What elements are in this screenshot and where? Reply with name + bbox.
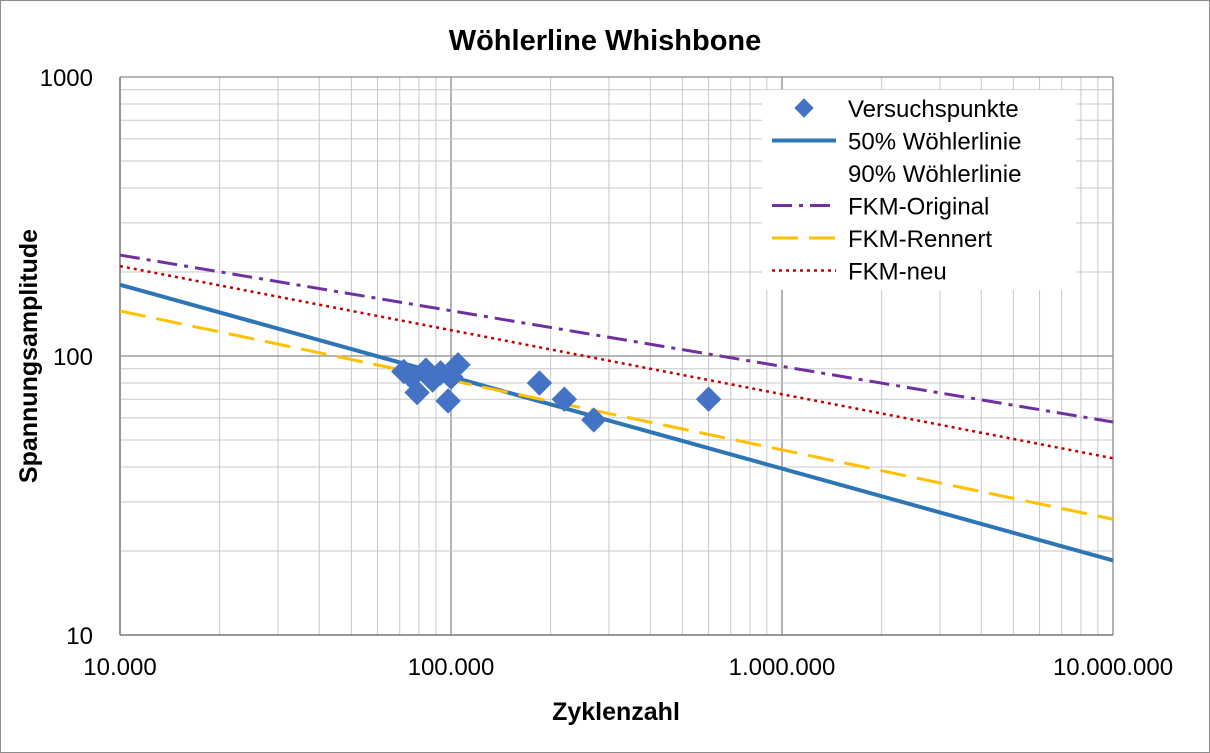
legend-label: FKM-Rennert xyxy=(848,226,992,253)
data-point xyxy=(445,352,471,378)
series-line xyxy=(119,309,1114,521)
series-line xyxy=(119,264,1114,460)
series-line xyxy=(119,282,1114,563)
data-point xyxy=(526,370,553,396)
data-point xyxy=(435,388,461,414)
x-tick-label: 100.000 xyxy=(408,654,495,681)
y-axis-title: Spannungsamplitude xyxy=(15,229,43,483)
y-tick-label: 100 xyxy=(53,344,93,371)
data-point xyxy=(404,379,430,406)
legend-label: Versuchspunkte xyxy=(848,96,1019,123)
y-tick-label: 1000 xyxy=(40,65,93,92)
tick-labels: 10.000 100.000 1.000.000 10.000.000 10 100 100… xyxy=(40,65,1173,681)
series-line xyxy=(119,253,1114,424)
chart-title: Wöhlerline Whishbone xyxy=(449,25,762,57)
legend-box xyxy=(762,90,1076,290)
data-point xyxy=(551,386,578,412)
legend-label: FKM-neu xyxy=(848,259,947,286)
data-point xyxy=(695,386,722,412)
series-layer xyxy=(119,253,1114,563)
legend-label: FKM-Original xyxy=(848,194,989,221)
data-point xyxy=(581,407,607,433)
x-axis-title: Zyklenzahl xyxy=(552,698,680,726)
axes xyxy=(119,77,1113,636)
legend-label: 50% Wöhlerlinie xyxy=(848,129,1021,156)
x-tick-label: 10.000 xyxy=(83,654,156,681)
legend-marker xyxy=(794,98,814,118)
x-tick-label: 10.000.000 xyxy=(1053,654,1173,681)
legend: Versuchspunkte 50% Wöhlerlinie 90% Wöhlerl… xyxy=(762,90,1076,290)
x-tick-label: 1.000.000 xyxy=(729,654,836,681)
y-tick-label: 10 xyxy=(66,623,93,650)
legend-label: 90% Wöhlerlinie xyxy=(848,161,1021,188)
